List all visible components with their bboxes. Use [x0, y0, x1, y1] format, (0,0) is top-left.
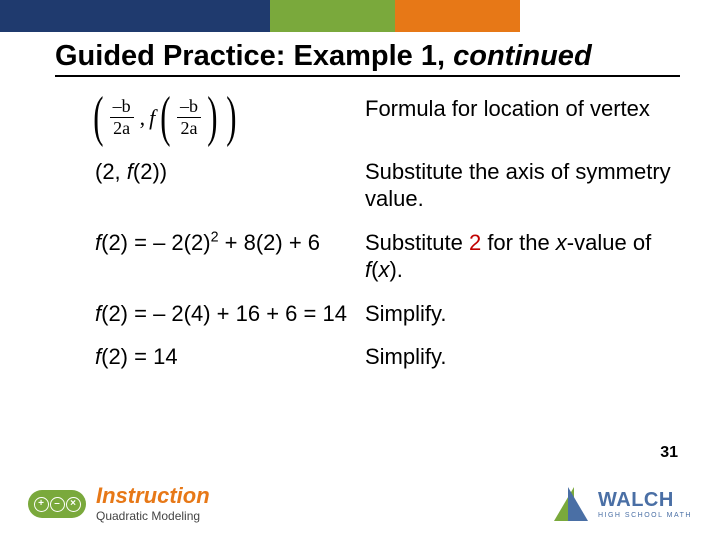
- walch-brand-sub: HIGH SCHOOL MATH: [598, 512, 692, 519]
- cell-explain-0: Formula for location of vertex: [355, 89, 680, 152]
- frac-num: –b: [110, 97, 134, 118]
- cell-explain-1: Substitute the axis of symmetry value.: [355, 152, 680, 223]
- paren-close-icon: ): [226, 95, 236, 140]
- operations-badge-icon: + – ×: [28, 490, 86, 518]
- cell-left-4: f(2) = 14: [55, 337, 355, 381]
- frac-den: 2a: [110, 118, 134, 138]
- content-table: ( –b 2a , f ( –b 2a ): [55, 89, 680, 381]
- cell-left-2: f(2) = – 2(2)2 + 8(2) + 6: [55, 223, 355, 294]
- op-times-icon: ×: [66, 497, 81, 512]
- paren-open-icon: (: [93, 95, 103, 140]
- vertex-formula: ( –b 2a , f ( –b 2a ): [89, 95, 240, 140]
- top-color-bar: [0, 0, 720, 32]
- fraction-2: –b 2a: [177, 97, 201, 138]
- table-row: (2, f(2)) Substitute the axis of symmetr…: [55, 152, 680, 223]
- footer-right: WALCH HIGH SCHOOL MATH: [554, 486, 692, 522]
- table-row: f(2) = – 2(4) + 16 + 6 = 14 Simplify.: [55, 294, 680, 338]
- formula-comma: ,: [140, 104, 146, 132]
- cell-explain-2: Substitute 2 for the x-value of f(x).: [355, 223, 680, 294]
- cell-left-1: (2, f(2)): [55, 152, 355, 223]
- instruction-subtitle: Quadratic Modeling: [96, 509, 210, 523]
- bar-segment-green: [270, 0, 395, 32]
- instruction-block: Instruction Quadratic Modeling: [96, 485, 210, 523]
- slide-body: Guided Practice: Example 1, continued ( …: [0, 32, 720, 381]
- frac-den-2: 2a: [177, 118, 201, 138]
- walch-brand-name: WALCH: [598, 490, 692, 510]
- page-number: 31: [660, 444, 678, 462]
- footer: + – × Instruction Quadratic Modeling WAL…: [0, 474, 720, 540]
- cell-formula: ( –b 2a , f ( –b 2a ): [55, 89, 355, 152]
- title-prefix: Guided Practice: Example 1,: [55, 40, 453, 72]
- f-letter: f: [149, 104, 155, 132]
- footer-left: + – × Instruction Quadratic Modeling: [28, 485, 210, 523]
- walch-logo-icon: [554, 486, 590, 522]
- cell-explain-4: Simplify.: [355, 337, 680, 381]
- title-suffix: continued: [453, 40, 592, 72]
- inner-paren-close-icon: ): [207, 95, 217, 140]
- frac-num-2: –b: [177, 97, 201, 118]
- f-of-fraction: f ( –b 2a ): [149, 95, 221, 140]
- instruction-word: Instruction: [96, 485, 210, 507]
- slide-title: Guided Practice: Example 1, continued: [55, 40, 680, 77]
- table-row: f(2) = 14 Simplify.: [55, 337, 680, 381]
- op-plus-icon: +: [34, 497, 49, 512]
- bar-segment-navy: [0, 0, 270, 32]
- op-minus-icon: –: [50, 497, 65, 512]
- fraction-1: –b 2a: [110, 97, 134, 138]
- bar-segment-white: [520, 0, 720, 32]
- cell-left-3: f(2) = – 2(4) + 16 + 6 = 14: [55, 294, 355, 338]
- table-row: ( –b 2a , f ( –b 2a ): [55, 89, 680, 152]
- cell-explain-3: Simplify.: [355, 294, 680, 338]
- walch-text: WALCH HIGH SCHOOL MATH: [598, 490, 692, 519]
- inner-paren-open-icon: (: [160, 95, 170, 140]
- bar-segment-orange: [395, 0, 520, 32]
- table-row: f(2) = – 2(2)2 + 8(2) + 6 Substitute 2 f…: [55, 223, 680, 294]
